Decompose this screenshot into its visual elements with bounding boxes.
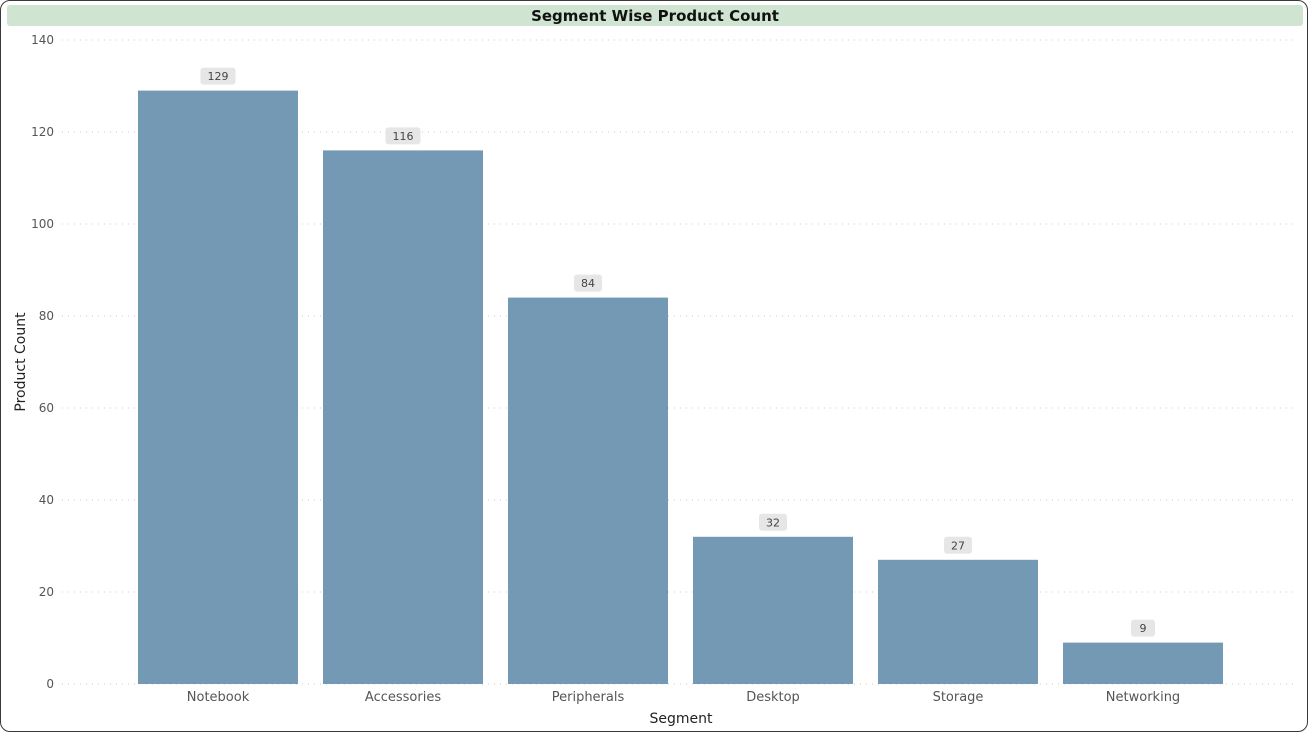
- x-axis-ticks: Notebook Accessories Peripherals Desktop Sto…: [187, 690, 1180, 705]
- y-tick-label: 60: [39, 401, 54, 415]
- bar[interactable]: [1063, 642, 1223, 684]
- y-tick-label: 80: [39, 309, 54, 323]
- bar[interactable]: [138, 90, 298, 685]
- y-tick-label: 40: [39, 493, 54, 507]
- chart-title-bar: Segment Wise Product Count: [7, 5, 1303, 26]
- x-tick-label: Peripherals: [552, 690, 625, 705]
- data-label: 129: [208, 70, 229, 83]
- bar[interactable]: [693, 536, 853, 684]
- bar[interactable]: [878, 559, 1038, 684]
- x-tick-label: Storage: [933, 690, 984, 705]
- y-tick-label: 20: [39, 585, 54, 599]
- data-label-background: [385, 127, 421, 145]
- x-tick-label: Notebook: [187, 690, 250, 705]
- y-tick-label: 120: [31, 125, 54, 139]
- data-label-background: [759, 513, 787, 531]
- data-labels: 129 116 84 32 27 9: [200, 67, 1155, 637]
- x-tick-label: Networking: [1106, 690, 1180, 705]
- x-axis-title: Segment: [650, 711, 714, 727]
- data-label: 32: [766, 516, 780, 529]
- chart-title: Segment Wise Product Count: [531, 6, 779, 25]
- y-tick-label: 0: [46, 677, 54, 691]
- y-axis-title: Product Count: [13, 312, 29, 412]
- bars: [138, 90, 1223, 685]
- data-label: 9: [1140, 622, 1147, 635]
- data-label-background: [1131, 619, 1155, 637]
- data-label-background: [944, 536, 972, 554]
- y-tick-label: 140: [31, 33, 54, 47]
- data-label: 116: [393, 130, 414, 143]
- gridlines: [62, 39, 1298, 685]
- y-axis-ticks: 0 20 40 60 80 100 120 140: [31, 33, 54, 691]
- x-tick-label: Desktop: [746, 690, 800, 705]
- bar[interactable]: [508, 297, 668, 684]
- data-label-background: [574, 274, 602, 292]
- x-tick-label: Accessories: [365, 690, 441, 705]
- data-label-background: [200, 67, 236, 85]
- data-label: 84: [581, 277, 595, 290]
- data-label: 27: [951, 539, 965, 552]
- bar[interactable]: [323, 150, 483, 684]
- y-tick-label: 100: [31, 217, 54, 231]
